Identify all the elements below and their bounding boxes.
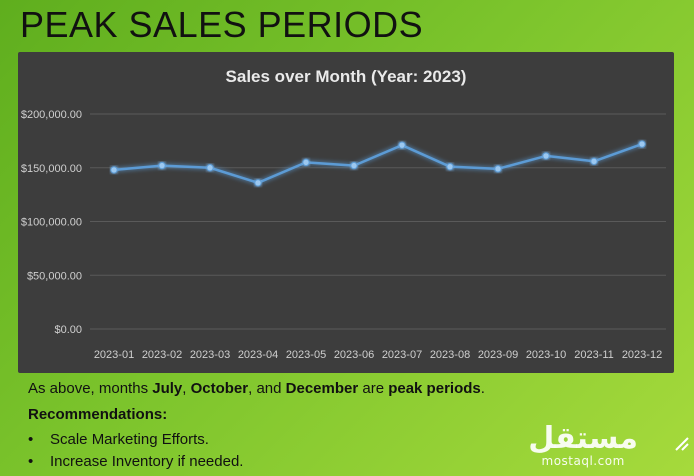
peak-periods-label: peak periods <box>388 380 481 397</box>
x-tick-label: 2023-09 <box>478 349 518 361</box>
x-tick-label: 2023-05 <box>286 349 326 361</box>
recommendation-item: • Increase Inventory if needed. <box>28 450 243 472</box>
slash-mark-icon <box>675 437 689 451</box>
y-tick-label: $100,000.00 <box>21 217 82 229</box>
sales-line <box>113 142 643 185</box>
summary-sep-1: , <box>182 380 191 397</box>
summary-text-end: . <box>480 380 485 397</box>
x-tick-label: 2023-07 <box>382 349 422 361</box>
y-tick-label: $0.00 <box>54 324 82 336</box>
x-axis-tick-labels: 2023-01 2023-02 2023-03 2023-04 2023-05 2023-… <box>94 349 662 361</box>
data-point <box>590 157 598 166</box>
data-point <box>350 161 358 170</box>
y-axis-tick-labels: $0.00 $50,000.00 $100,000.00 $150,000.00 $20… <box>21 109 82 336</box>
sales-series <box>110 140 646 187</box>
month-october: October <box>190 380 249 397</box>
data-point <box>398 141 406 149</box>
chart-gridlines <box>90 113 666 330</box>
data-point <box>638 140 646 148</box>
watermark-domain: mostaql.com <box>541 454 625 468</box>
month-july: July <box>152 380 183 397</box>
x-tick-label: 2023-02 <box>142 349 182 361</box>
y-tick-label: $150,000.00 <box>21 163 82 175</box>
summary-sep-2: , and <box>248 380 286 397</box>
watermark-logo: مستقل mostaql.com <box>528 421 638 469</box>
x-tick-label: 2023-10 <box>526 349 566 361</box>
y-tick-label: $200,000.00 <box>21 109 82 121</box>
x-tick-label: 2023-12 <box>622 349 662 361</box>
data-point <box>206 164 214 172</box>
recommendation-item: • Scale Marketing Efforts. <box>28 428 243 450</box>
sales-line-chart: Sales over Month (Year: 2023) $0.00 $50,0… <box>18 52 674 373</box>
x-tick-label: 2023-03 <box>190 349 230 361</box>
recommendation-text: Increase Inventory if needed. <box>50 452 244 470</box>
y-tick-label: $50,000.00 <box>27 270 82 282</box>
data-point <box>110 166 118 174</box>
recommendations-heading: Recommendations: <box>28 406 168 423</box>
recommendations-list: • Scale Marketing Efforts. • Increase Inve… <box>28 428 243 472</box>
peak-periods-summary: As above, months July, October, and Dece… <box>28 380 485 397</box>
data-point <box>446 162 454 171</box>
x-tick-label: 2023-01 <box>94 349 134 361</box>
summary-text-mid: are <box>358 380 389 397</box>
watermark-arabic: مستقل <box>528 421 638 456</box>
data-point <box>494 165 502 173</box>
x-tick-label: 2023-06 <box>334 349 374 361</box>
data-point <box>302 158 310 167</box>
data-point <box>158 161 166 170</box>
recommendation-text: Scale Marketing Efforts. <box>50 430 209 448</box>
x-tick-label: 2023-04 <box>238 349 278 361</box>
data-point <box>254 179 262 187</box>
x-tick-label: 2023-08 <box>430 349 470 361</box>
data-point <box>542 152 550 160</box>
summary-text-start: As above, months <box>28 380 153 397</box>
chart-title: Sales over Month (Year: 2023) <box>226 67 467 86</box>
bullet-icon: • <box>28 452 34 470</box>
month-december: December <box>285 380 359 397</box>
x-tick-label: 2023-11 <box>574 349 614 361</box>
slide-title: PEAK SALES PERIODS <box>20 4 424 45</box>
bullet-icon: • <box>28 430 34 448</box>
chart-svg: Sales over Month (Year: 2023) $0.00 $50,0… <box>21 67 666 361</box>
